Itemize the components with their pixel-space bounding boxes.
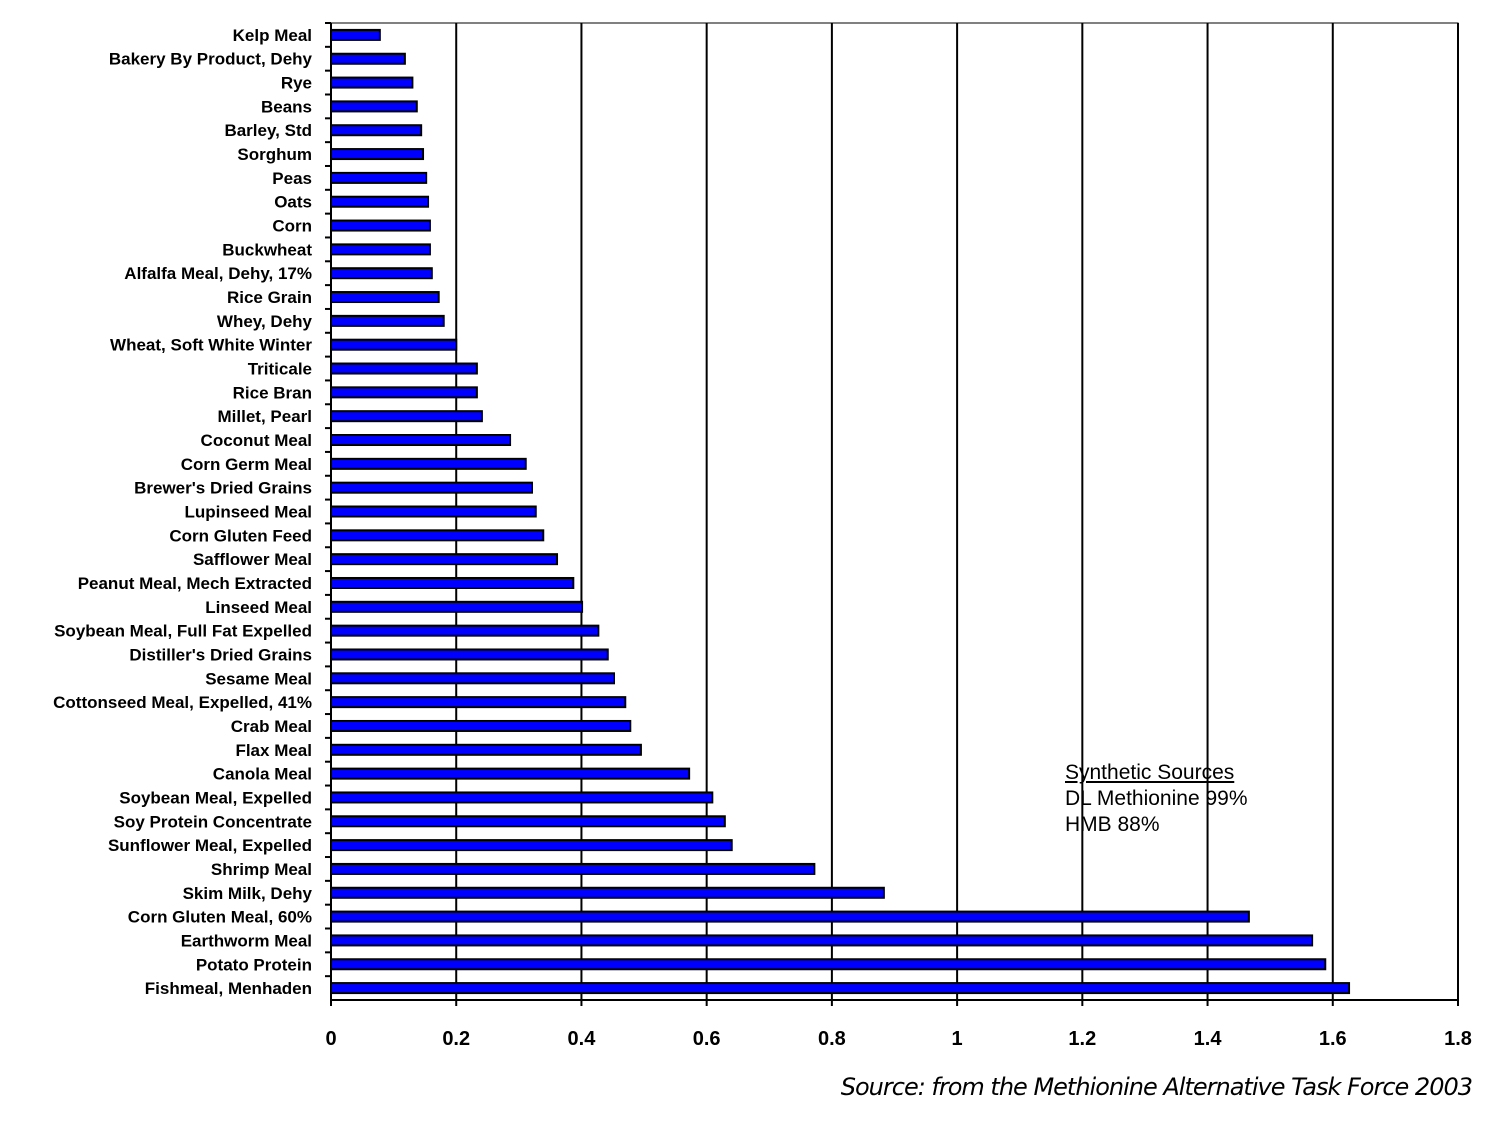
category-label: Cottonseed Meal, Expelled, 41% — [53, 693, 312, 712]
category-label: Barley, Std — [224, 121, 312, 140]
bar — [330, 76, 414, 89]
bar — [330, 410, 483, 423]
category-label: Fishmeal, Menhaden — [145, 979, 312, 998]
category-label: Shrimp Meal — [211, 860, 312, 879]
bar — [330, 743, 642, 756]
x-tick-label: 0.2 — [442, 1028, 470, 1050]
bar — [330, 171, 428, 184]
x-tick-label: 1.6 — [1319, 1028, 1347, 1050]
category-label: Distiller's Dried Grains — [129, 645, 312, 664]
bar — [330, 719, 632, 732]
category-label: Oats — [274, 193, 312, 212]
category-label: Corn Gluten Meal, 60% — [128, 908, 312, 927]
category-label: Peanut Meal, Mech Extracted — [78, 574, 312, 593]
bar — [330, 600, 584, 613]
source-note: Source: from the Methionine Alternative … — [840, 1073, 1473, 1101]
category-label: Kelp Meal — [233, 26, 312, 45]
category-label: Buckwheat — [222, 240, 312, 259]
category-label: Beans — [261, 97, 312, 116]
bar — [330, 28, 381, 41]
bar — [330, 219, 431, 232]
bar — [330, 767, 691, 780]
bar — [330, 505, 537, 518]
category-label: Safflower Meal — [193, 550, 312, 569]
category-label: Potato Protein — [196, 955, 312, 974]
category-label: Wheat, Soft White Winter — [110, 336, 312, 355]
bar — [330, 672, 616, 685]
bar — [330, 267, 433, 280]
bar — [330, 982, 1351, 995]
bar — [330, 243, 431, 256]
category-label: Flax Meal — [235, 741, 312, 760]
category-label: Sunflower Meal, Expelled — [108, 836, 312, 855]
category-label: Rice Grain — [227, 288, 312, 307]
bar — [330, 314, 445, 327]
bar — [330, 886, 885, 899]
x-tick-label: 1.4 — [1194, 1028, 1223, 1050]
x-tick-label: 0.6 — [693, 1028, 721, 1050]
bar — [330, 457, 527, 470]
x-tick-label: 0 — [325, 1028, 336, 1050]
category-label: Corn Gluten Feed — [169, 526, 312, 545]
x-tick-label: 1 — [952, 1028, 963, 1050]
bar — [330, 124, 423, 137]
category-label: Canola Meal — [213, 765, 312, 784]
category-label: Soybean Meal, Full Fat Expelled — [54, 622, 312, 641]
bar — [330, 934, 1314, 947]
x-tick-label: 1.2 — [1068, 1028, 1096, 1050]
category-label: Coconut Meal — [201, 431, 312, 450]
bar — [330, 624, 600, 637]
category-label: Crab Meal — [231, 717, 312, 736]
category-label: Earthworm Meal — [181, 931, 312, 950]
bar — [330, 481, 533, 494]
bar — [330, 100, 418, 113]
x-tick-label: 0.8 — [818, 1028, 846, 1050]
bar — [330, 839, 733, 852]
bar — [330, 791, 714, 804]
bar — [330, 52, 406, 65]
category-label: Rye — [281, 74, 312, 93]
category-label: Sesame Meal — [205, 669, 312, 688]
category-label: Millet, Pearl — [218, 407, 312, 426]
category-label: Linseed Meal — [205, 598, 312, 617]
category-label: Whey, Dehy — [217, 312, 313, 331]
bar — [330, 815, 726, 828]
bar — [330, 386, 478, 399]
bar — [330, 291, 440, 304]
category-label: Skim Milk, Dehy — [183, 884, 313, 903]
bar — [330, 148, 425, 161]
annotation-line-2: HMB 88% — [1065, 813, 1160, 836]
bar — [330, 958, 1327, 971]
category-label: Alfalfa Meal, Dehy, 17% — [124, 264, 312, 283]
bar — [330, 434, 512, 447]
bar — [330, 338, 458, 351]
category-label: Peas — [272, 169, 312, 188]
bar — [330, 553, 559, 566]
x-tick-label: 0.4 — [568, 1028, 597, 1050]
bar — [330, 862, 816, 875]
bar — [330, 696, 627, 709]
category-label: Brewer's Dried Grains — [134, 479, 312, 498]
category-label: Bakery By Product, Dehy — [109, 50, 313, 69]
bar — [330, 576, 575, 589]
category-label: Sorghum — [237, 145, 312, 164]
category-label: Corn — [272, 217, 312, 236]
x-tick-label: 1.8 — [1444, 1028, 1472, 1050]
bar — [330, 529, 545, 542]
category-label: Soybean Meal, Expelled — [119, 788, 312, 807]
category-label: Triticale — [248, 360, 312, 379]
annotation-line-1: DL Methionine 99% — [1065, 787, 1248, 810]
annotation-title: Synthetic Sources — [1065, 761, 1235, 784]
bar — [330, 910, 1250, 923]
category-label: Lupinseed Meal — [184, 503, 312, 522]
category-label: Rice Bran — [233, 383, 312, 402]
bar — [330, 648, 609, 661]
bar — [330, 362, 478, 375]
category-label: Soy Protein Concentrate — [114, 812, 312, 831]
bar — [330, 195, 430, 208]
category-label: Corn Germ Meal — [181, 455, 312, 474]
